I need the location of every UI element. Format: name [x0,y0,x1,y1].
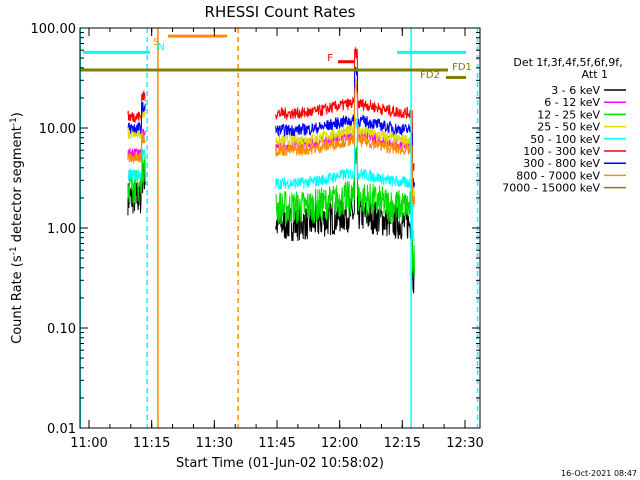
fd2-annotation: FD2 [420,70,440,81]
plot-data-layer [127,47,415,294]
legend-label: 6 - 12 keV [544,96,600,109]
legend-label: 300 - 800 keV [523,157,600,170]
legend-label: 7000 - 15000 keV [502,182,600,195]
series-trace-pre [127,133,146,164]
x-tick-label: 12:15 [384,436,421,451]
legend-label: 100 - 300 keV [523,145,600,158]
legend-label: 3 - 6 keV [551,84,600,97]
legend-label: 25 - 50 keV [537,121,600,134]
series-trace-pre [127,128,146,160]
series-trace-pre [127,149,146,181]
series-trace-pre [127,101,146,134]
series-trace-main [275,47,415,173]
saa-annotation: S [153,37,159,48]
series-trace-main [275,117,415,242]
generation-timestamp: 16-Oct-2021 08:47 [561,469,637,478]
series-trace-main [275,77,415,199]
event-markers: SN F FD1 FD2 [79,28,479,428]
x-tick-label: 12:00 [321,436,358,451]
x-tick-label: 11:00 [70,436,107,451]
legend: Det 1f,3f,4f,5f,6f,9f, Att 1 3 - 6 keV6 … [502,56,626,195]
legend-label: 12 - 25 keV [537,108,600,121]
x-tick-label: 12:30 [446,436,483,451]
chart-title: RHESSI Count Rates [205,3,356,21]
legend-label: 50 - 100 keV [530,133,600,146]
flare-annotation: F [327,53,333,64]
y-tick-label: 10.00 [39,122,76,137]
legend-header-line1: Det 1f,3f,4f,5f,6f,9f, [513,56,622,69]
x-tick-label: 11:30 [196,436,233,451]
x-tick-label: 11:15 [133,436,170,451]
series-trace-main [275,136,415,277]
legend-label: 800 - 7000 keV [516,169,600,182]
y-tick-label: 0.01 [47,422,76,437]
series-trace-main [275,84,415,208]
y-tick-label: 0.10 [47,322,76,337]
series-trace-pre [127,90,146,123]
x-axis-ticks: 11:00 11:15 11:30 11:45 12:00 12:15 12:30 [70,28,484,451]
plot-frame [79,27,481,429]
x-tick-label: 11:45 [258,436,295,451]
y-axis-label: Count Rate (s-1 detector segment-1) [9,112,25,344]
y-axis-ticks: 0.01 0.10 1.00 10.00 100.00 [31,22,480,437]
legend-header-line2: Att 1 [582,68,608,81]
y-tick-label: 1.00 [47,222,76,237]
fd1-annotation: FD1 [452,62,472,73]
night-annotation: N [157,42,164,53]
series-trace-main [275,66,415,188]
y-tick-label: 100.00 [31,22,77,37]
x-axis-label: Start Time (01-Jun-02 10:58:02) [176,456,384,471]
